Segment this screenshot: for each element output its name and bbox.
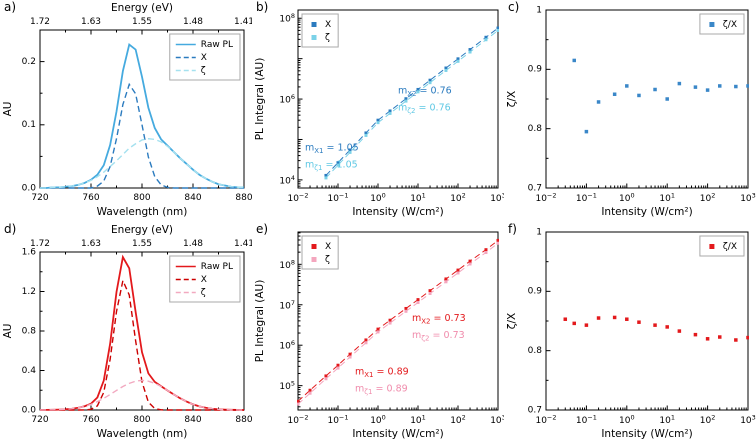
panel-e-letter: e)	[256, 222, 269, 236]
panel-d-chart	[0, 222, 252, 444]
panel-c: c)	[504, 0, 756, 222]
panel-f: f)	[504, 222, 756, 444]
panel-f-chart	[504, 222, 756, 444]
panel-f-letter: f)	[508, 222, 517, 236]
panel-b: b)	[252, 0, 504, 222]
panel-e: e)	[252, 222, 504, 444]
panel-b-letter: b)	[256, 0, 269, 14]
panel-c-chart	[504, 0, 756, 222]
panel-d-letter: d)	[4, 222, 17, 236]
panel-d: d)	[0, 222, 252, 444]
panel-a: a)	[0, 0, 252, 222]
panel-c-letter: c)	[508, 0, 520, 14]
panel-b-chart	[252, 0, 504, 222]
panel-a-letter: a)	[4, 0, 17, 14]
panel-e-chart	[252, 222, 504, 444]
panel-a-chart	[0, 0, 252, 222]
